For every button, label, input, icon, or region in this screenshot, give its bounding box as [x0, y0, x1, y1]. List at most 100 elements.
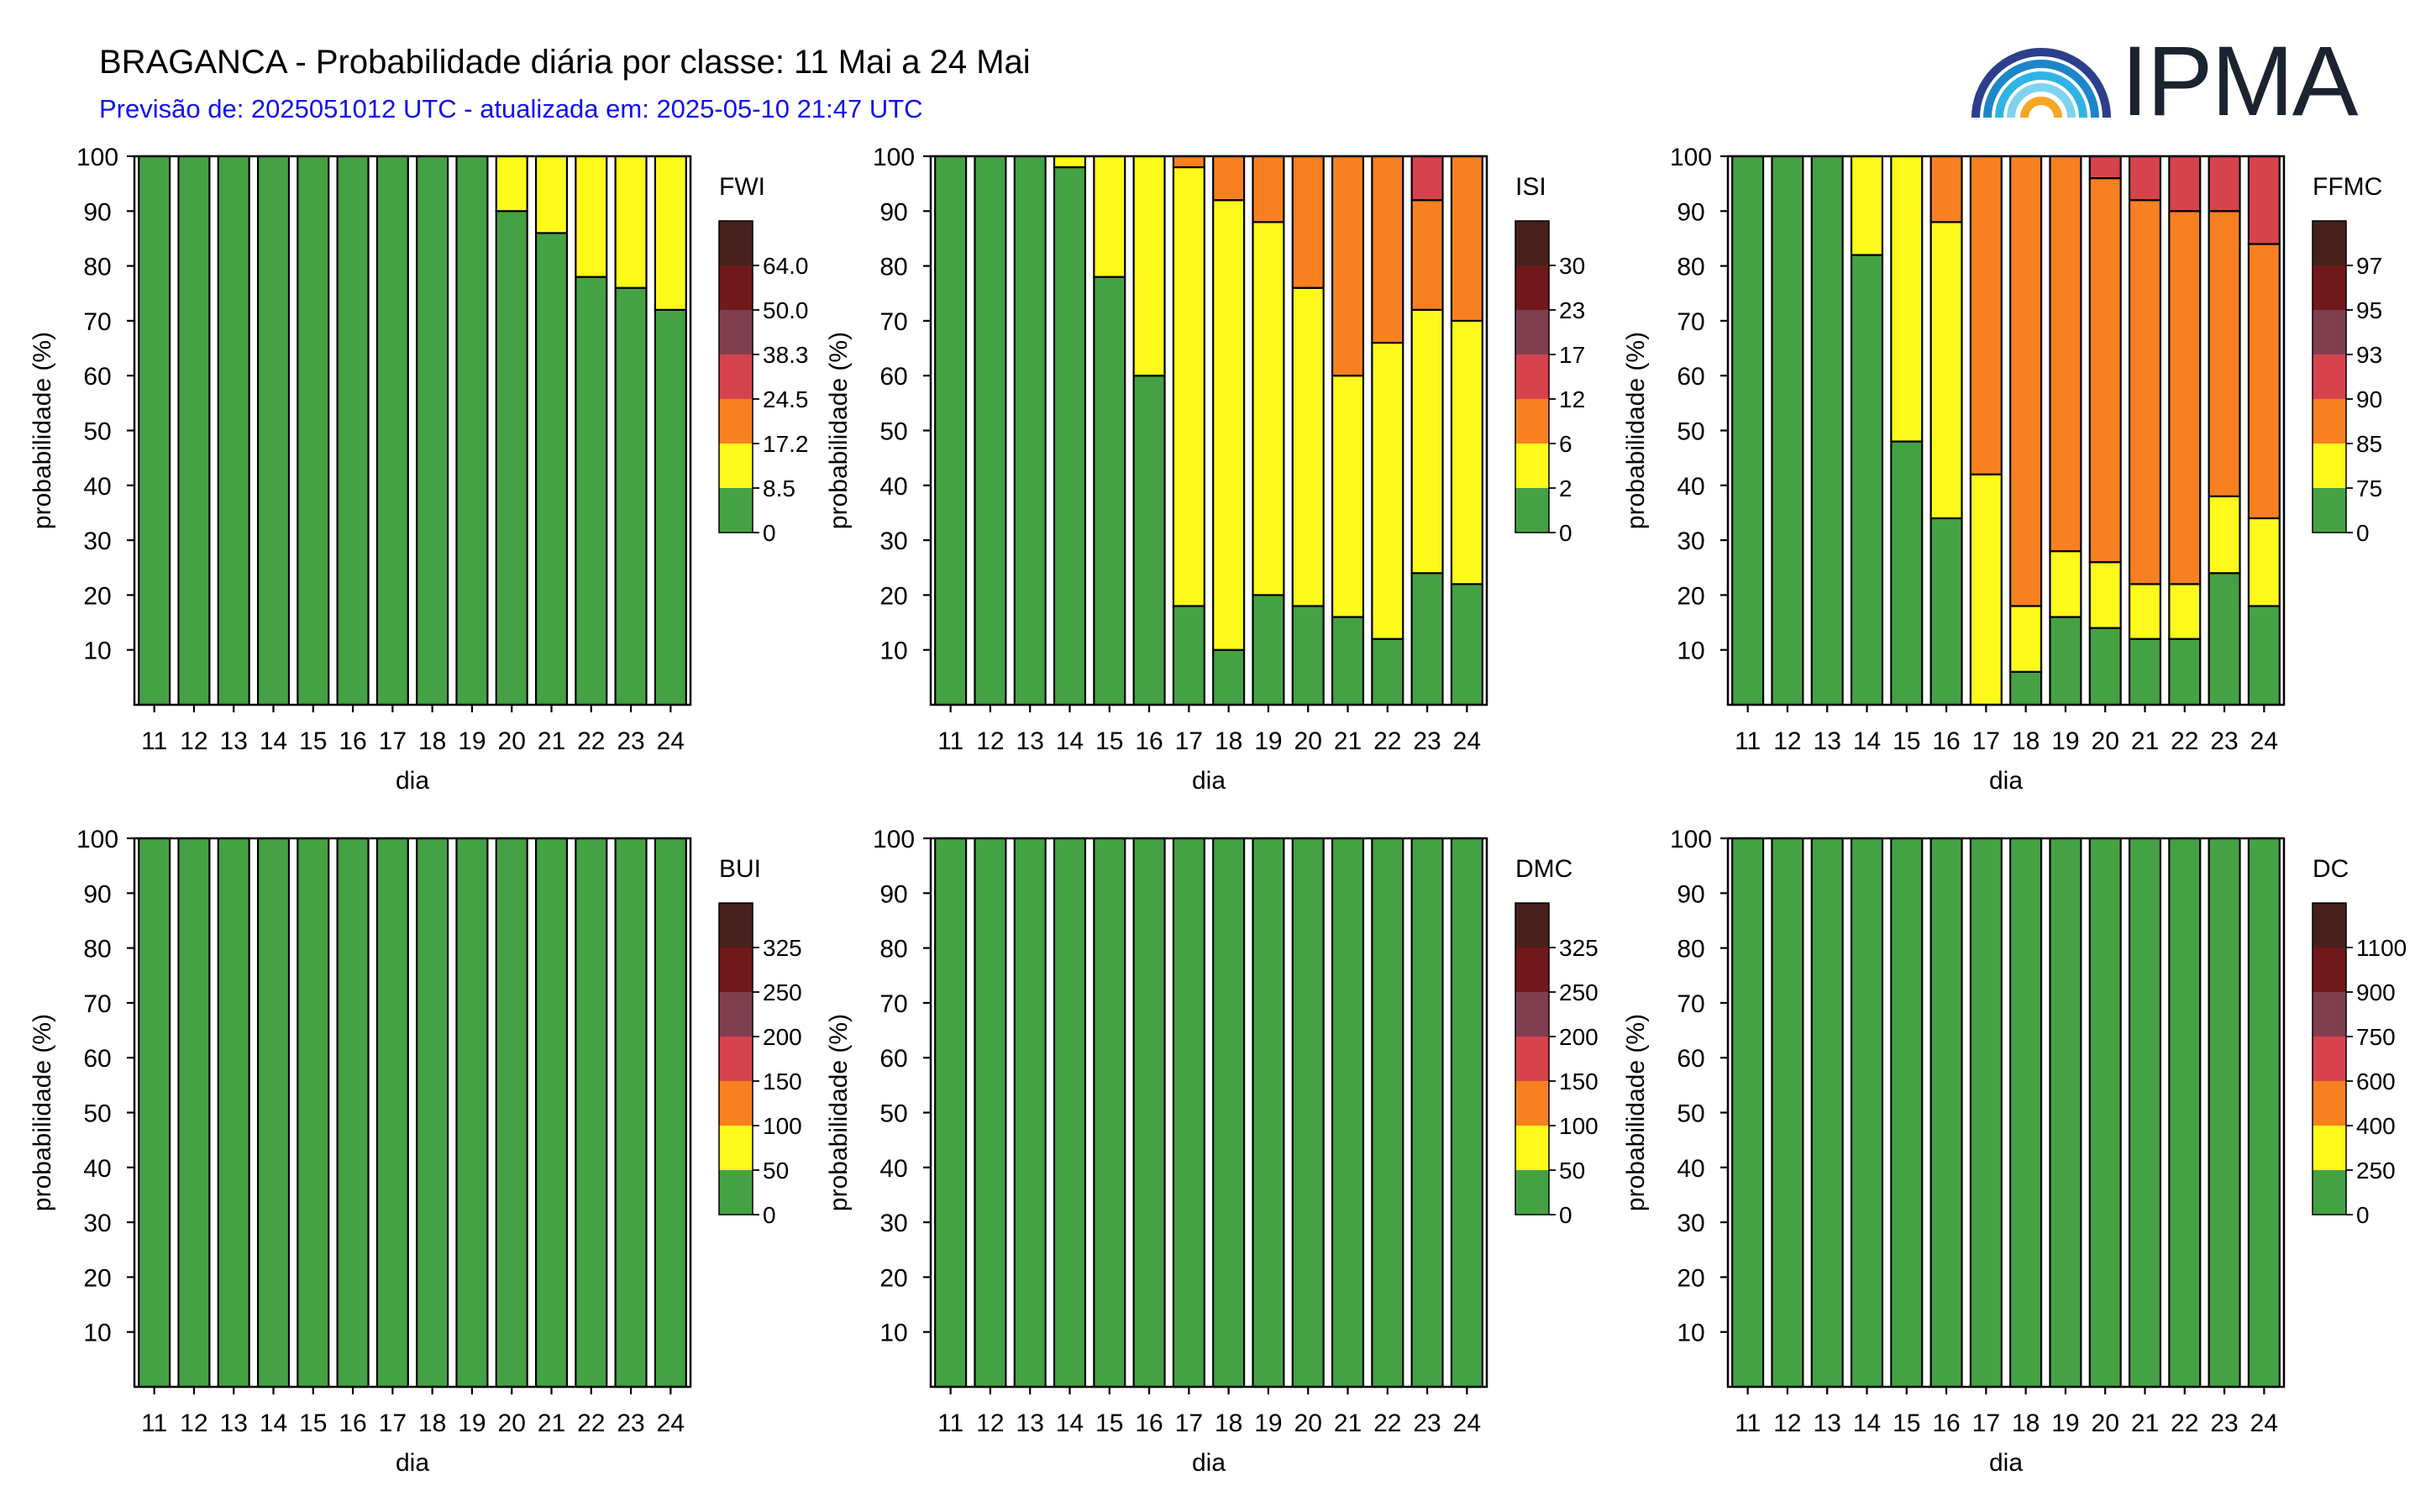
bar-dmc-20-class-0	[1291, 837, 1325, 1389]
bar-isi-22-class-0	[1371, 638, 1404, 706]
bar-dmc-15-class-0	[1093, 837, 1126, 1389]
x-tick-label: 14	[260, 727, 287, 755]
y-tick-label: 100	[76, 826, 118, 853]
x-tick-label: 22	[2171, 1410, 2198, 1437]
x-tick-label: 16	[1135, 727, 1163, 755]
y-tick-label: 60	[83, 1045, 111, 1073]
x-tick-label: 21	[2131, 727, 2159, 755]
bar-fwi-14-class-0	[256, 155, 291, 706]
legend-swatch	[2313, 310, 2346, 354]
y-tick-label: 20	[879, 1264, 907, 1292]
x-tick-label: 23	[2210, 727, 2238, 755]
x-tick-label: 23	[1413, 727, 1441, 755]
bar-ffmc-23-class-1	[2208, 495, 2241, 575]
bar-dmc-23-class-0	[1410, 837, 1444, 1389]
bar-isi-20-class-1	[1291, 286, 1325, 607]
y-tick-label: 100	[873, 826, 915, 853]
bar-ffmc-23-class-3	[2208, 155, 2241, 213]
legend-swatch	[1515, 1081, 1549, 1126]
y-axis-label: probabilidade (%)	[29, 1014, 56, 1211]
bar-ffmc-22-class-2	[2168, 210, 2202, 585]
legend-swatch	[719, 310, 753, 354]
y-tick-label: 60	[1677, 1045, 1704, 1073]
legend-frame	[1515, 220, 1550, 533]
legend-swatch	[719, 399, 753, 444]
bar-bui-12-class-0	[177, 837, 211, 1389]
bar-isi-16-class-1	[1132, 155, 1166, 377]
bar-dc-12-class-0	[1771, 837, 1804, 1389]
legend-label: 6	[1559, 431, 1572, 457]
legend-swatch	[2313, 903, 2346, 948]
y-tick-label: 50	[83, 418, 111, 446]
bar-isi-16-class-0	[1132, 375, 1166, 706]
y-tick-label: 80	[879, 254, 907, 281]
legend-swatch	[2313, 992, 2346, 1037]
bar-ffmc-19-class-1	[2049, 550, 2082, 618]
bar-ffmc-21-class-0	[2128, 638, 2162, 706]
legend-swatch	[1515, 444, 1549, 488]
x-tick-label: 11	[937, 1410, 963, 1437]
x-tick-label: 23	[617, 727, 644, 755]
x-tick-label: 18	[1215, 1410, 1242, 1437]
legend-label: 325	[763, 935, 802, 961]
bar-fwi-21-class-0	[534, 232, 569, 706]
bar-isi-19-class-1	[1252, 221, 1285, 596]
legend-swatch	[1515, 221, 1549, 265]
legend-swatch	[2313, 399, 2346, 444]
legend-label: 0	[2356, 1202, 2370, 1228]
y-tick-label: 90	[1677, 198, 1704, 226]
x-tick-label: 12	[976, 727, 1004, 755]
bar-dc-16-class-0	[1929, 837, 1963, 1389]
x-tick-label: 16	[1135, 1410, 1163, 1437]
bar-dmc-21-class-0	[1331, 837, 1365, 1389]
bar-bui-20-class-0	[495, 837, 528, 1389]
legend-swatch	[2313, 265, 2346, 310]
y-tick-label: 100	[76, 144, 118, 171]
legend-swatch	[719, 992, 753, 1037]
x-tick-label: 14	[1056, 727, 1084, 755]
bar-ffmc-15-class-1	[1890, 155, 1924, 443]
legend-label: 400	[2356, 1113, 2396, 1139]
x-tick-label: 22	[577, 1410, 605, 1437]
x-tick-label: 12	[180, 727, 207, 755]
legend-swatch	[719, 1081, 753, 1126]
bar-ffmc-11-class-0	[1731, 155, 1765, 706]
bar-ffmc-22-class-3	[2168, 155, 2202, 213]
x-tick-label: 16	[339, 1410, 366, 1437]
legend-label: 325	[1559, 935, 1599, 961]
y-tick-label: 90	[879, 198, 907, 226]
legend-label: 8.5	[763, 475, 795, 501]
bar-ffmc-24-class-3	[2247, 155, 2281, 245]
bar-dmc-16-class-0	[1132, 837, 1166, 1389]
bar-fwi-13-class-0	[217, 155, 250, 706]
y-tick-label: 80	[83, 254, 111, 281]
y-tick-label: 100	[873, 144, 915, 171]
x-tick-label: 11	[1735, 1410, 1761, 1437]
x-tick-label: 21	[538, 1410, 565, 1437]
bar-ffmc-22-class-1	[2168, 583, 2202, 640]
x-tick-label: 13	[1016, 1410, 1044, 1437]
x-tick-label: 20	[1294, 1410, 1322, 1437]
y-tick-label: 80	[1677, 936, 1704, 963]
y-tick-label: 10	[879, 638, 907, 665]
bar-bui-21-class-0	[534, 837, 569, 1389]
legend-label: 24.5	[763, 386, 809, 412]
chart-panel-dmc: 10 20 30 40 50 60 70 80 90 100 11 12 13 14 15 16 17 18 19 2…	[825, 826, 1599, 1477]
bar-isi-14-class-0	[1053, 165, 1087, 706]
y-tick-label: 70	[83, 990, 111, 1018]
y-tick-label: 40	[83, 473, 111, 501]
y-axis-label: probabilidade (%)	[29, 332, 56, 529]
legend-swatch	[1515, 265, 1549, 310]
x-tick-label: 18	[418, 1410, 446, 1437]
x-tick-label: 13	[220, 727, 248, 755]
legend-label: 38.3	[763, 342, 809, 368]
y-tick-label: 10	[1677, 638, 1704, 665]
bar-fwi-23-class-1	[614, 155, 648, 289]
x-tick-label: 19	[2051, 1410, 2079, 1437]
y-tick-label: 40	[879, 1155, 907, 1183]
bar-dc-20-class-0	[2088, 837, 2122, 1389]
bar-isi-23-class-0	[1410, 572, 1444, 706]
x-tick-label: 15	[1893, 727, 1920, 755]
bar-ffmc-21-class-1	[2128, 583, 2162, 640]
